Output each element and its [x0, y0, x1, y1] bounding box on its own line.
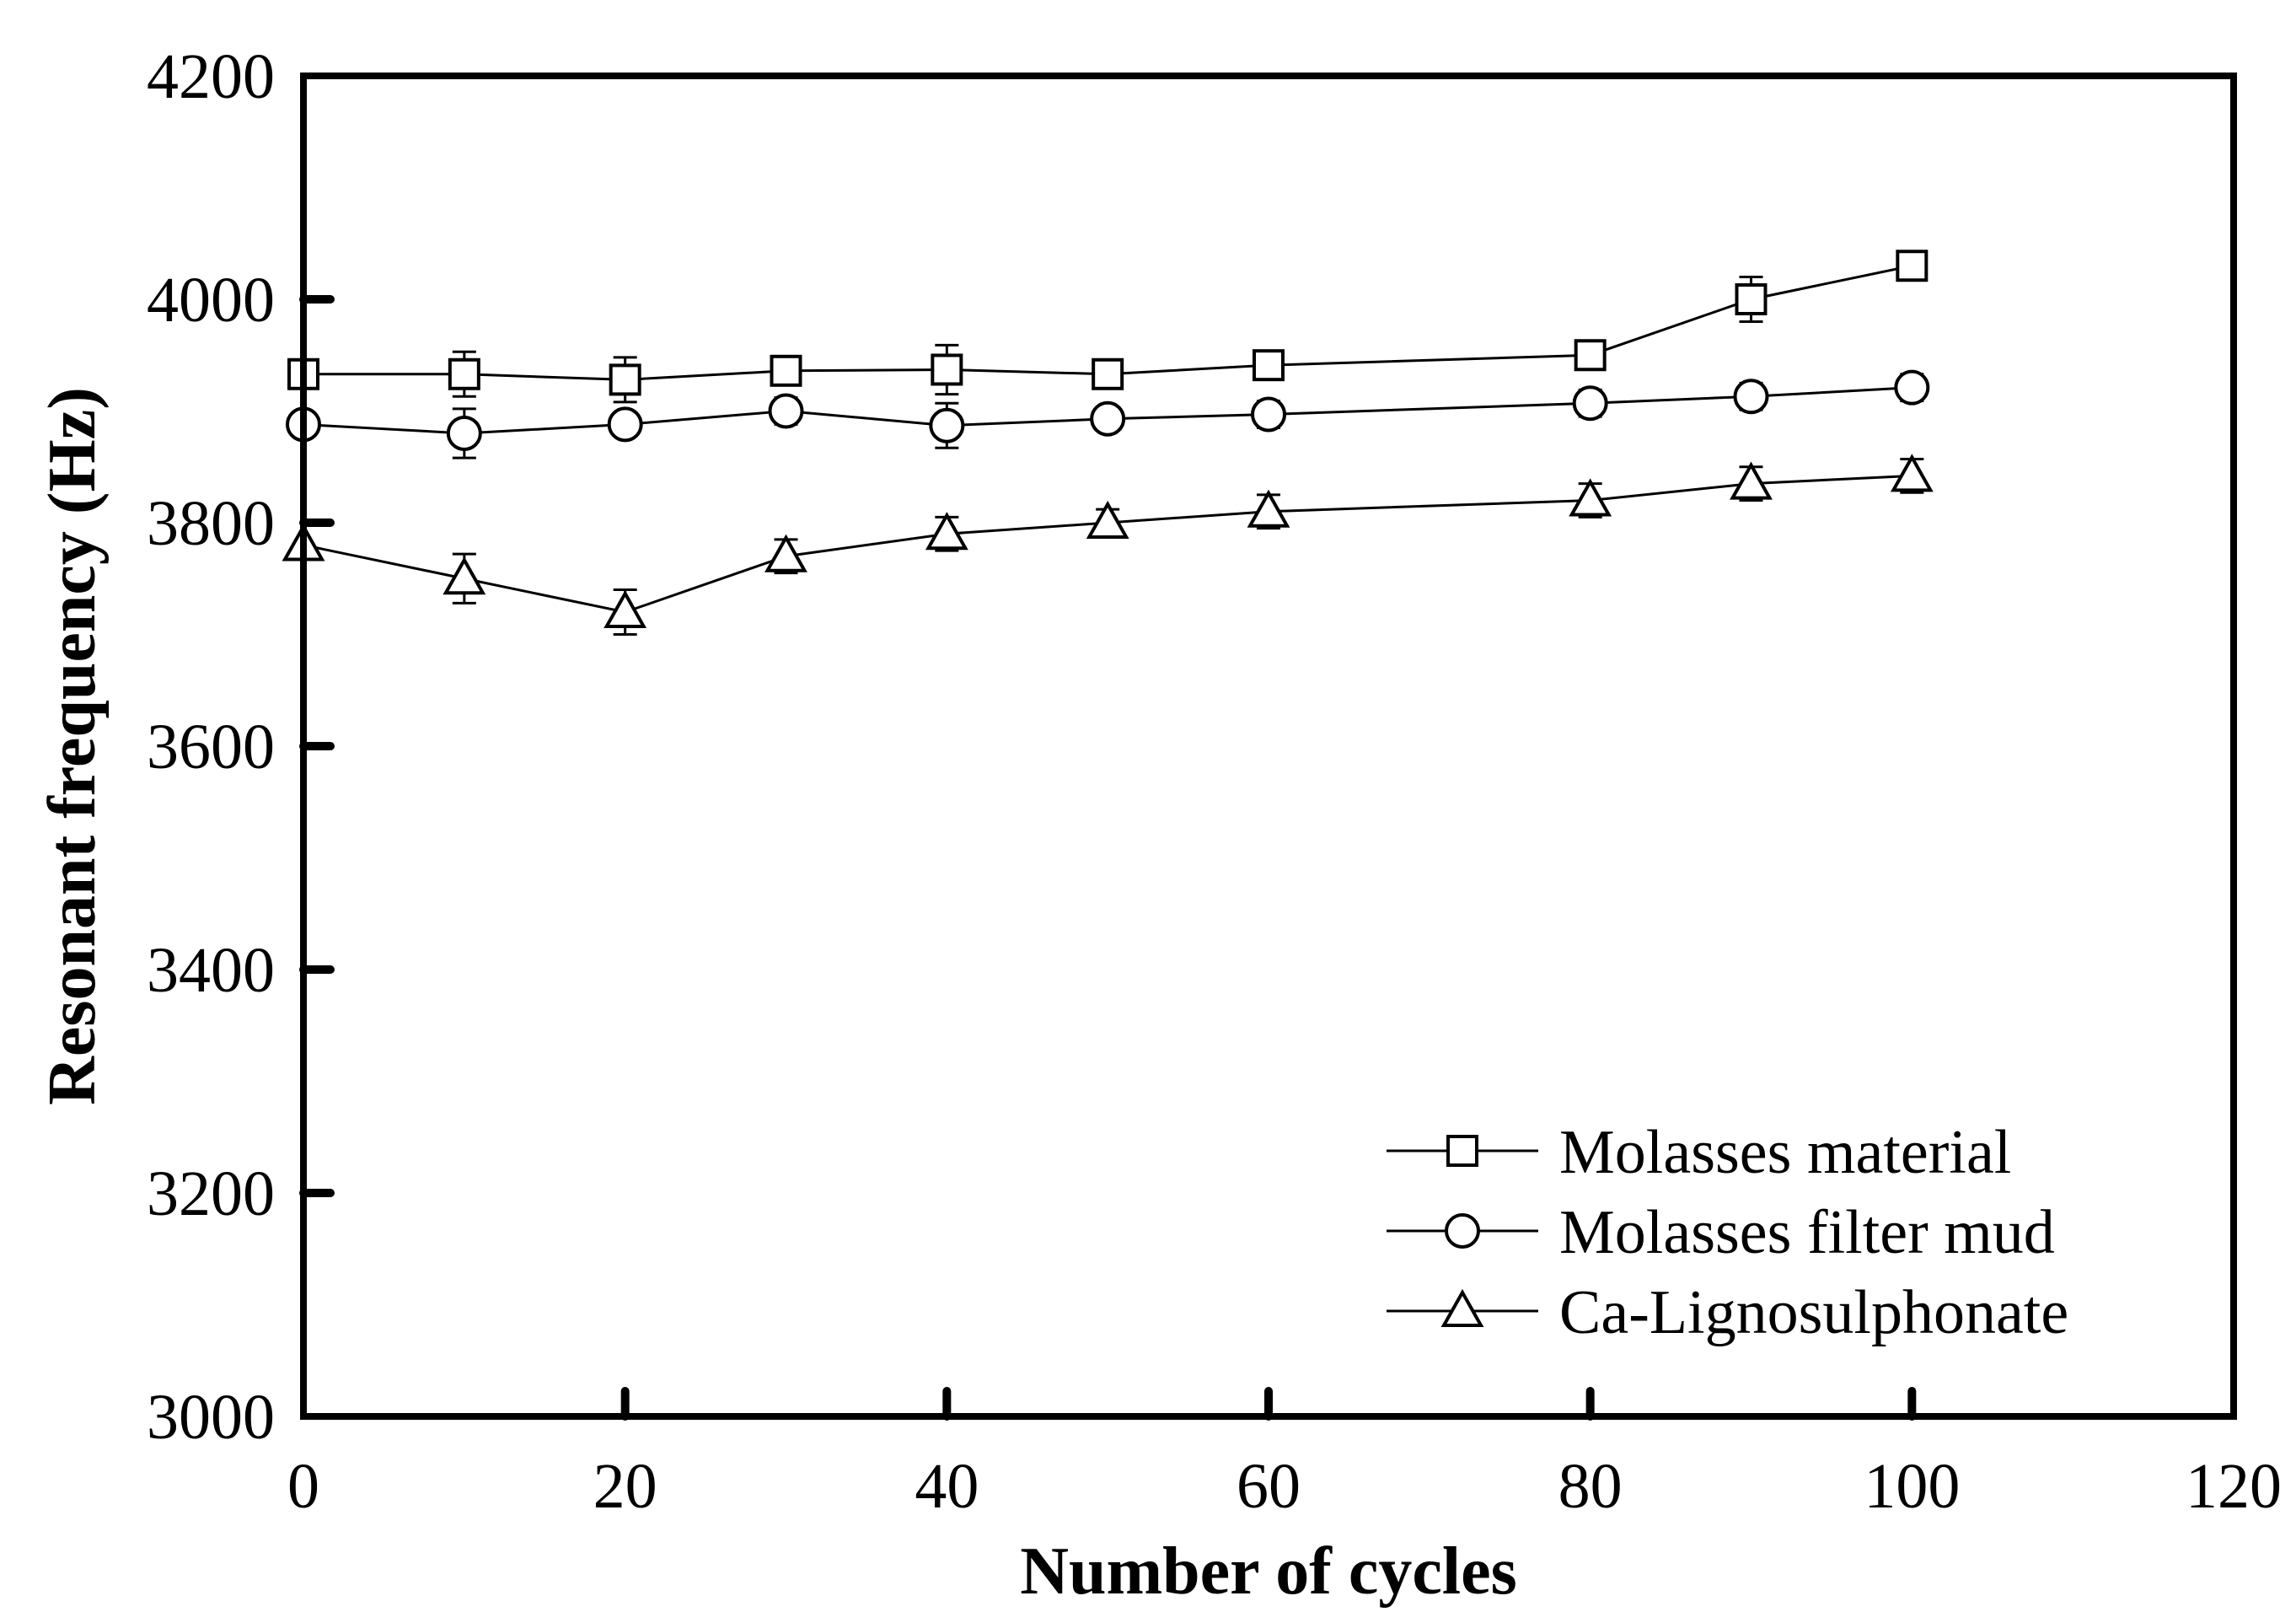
y-tick-label: 3800 — [147, 488, 275, 559]
data-point — [764, 534, 807, 572]
data-point — [1572, 385, 1608, 422]
legend-marker-triangle — [1440, 1288, 1484, 1327]
tick-labels: 0 20 40 60 80 100 120 3000 3200 3400 3600 3800 4000 4… — [147, 41, 2282, 1522]
data-point — [1894, 369, 1930, 406]
x-axis-title: Number of cycles — [1020, 1534, 1517, 1609]
legend-label: Ca-Lignosulphonate — [1559, 1278, 2068, 1347]
y-tick-label: 3400 — [147, 935, 275, 1006]
x-tick-label: 60 — [1237, 1451, 1301, 1522]
data-point — [1890, 454, 1934, 492]
y-tick-label: 4200 — [147, 41, 275, 112]
y-axis-title: Resonant frequency (Hz) — [35, 387, 110, 1105]
series-circle — [286, 369, 1930, 459]
data-point — [604, 589, 647, 628]
data-point — [1896, 250, 1929, 282]
legend-marker-circle — [1445, 1213, 1480, 1249]
data-point — [931, 353, 963, 386]
data-point — [929, 407, 965, 443]
x-tick-label: 40 — [915, 1451, 979, 1522]
series-line — [303, 264, 1912, 381]
data-point — [607, 406, 643, 443]
axis-ticks — [299, 295, 1917, 1421]
data-point — [768, 393, 804, 429]
legend-item: Molasses material — [1387, 1118, 2011, 1187]
data-point — [925, 512, 968, 551]
legend: Molasses material Molasses filter mud Ca-L… — [1387, 1118, 2068, 1347]
data-point — [1253, 349, 1285, 382]
data-point — [609, 363, 641, 396]
legend-item: Ca-Lignosulphonate — [1387, 1278, 2068, 1347]
x-tick-label: 100 — [1864, 1451, 1960, 1522]
data-point — [1730, 461, 1773, 500]
y-tick-label: 3600 — [147, 712, 275, 782]
data-point — [1733, 379, 1769, 415]
y-tick-label: 4000 — [147, 265, 275, 336]
series-line — [303, 386, 1912, 435]
data-point — [443, 556, 486, 595]
plot-frame — [300, 73, 2237, 1420]
y-tick-label: 3000 — [147, 1382, 275, 1453]
series-layer — [282, 250, 1934, 636]
series-line — [303, 474, 1912, 614]
data-point — [1086, 500, 1129, 539]
x-tick-label: 80 — [1558, 1451, 1623, 1522]
data-point — [448, 357, 480, 390]
data-point — [770, 354, 802, 387]
x-tick-label: 20 — [593, 1451, 657, 1522]
data-point — [1569, 478, 1612, 517]
legend-label: Molasses filter mud — [1559, 1198, 2055, 1267]
data-point — [1247, 489, 1290, 528]
x-tick-label: 0 — [287, 1451, 319, 1522]
data-point — [446, 416, 482, 451]
data-point — [1251, 396, 1286, 433]
data-point — [1574, 339, 1607, 372]
legend-marker-square — [1446, 1135, 1478, 1167]
data-point — [1090, 400, 1126, 437]
x-tick-label: 120 — [2186, 1451, 2282, 1522]
y-tick-label: 3200 — [147, 1158, 275, 1229]
data-point — [1735, 283, 1768, 315]
legend-label: Molasses material — [1559, 1118, 2011, 1187]
legend-item: Molasses filter mud — [1387, 1198, 2055, 1267]
data-point — [1092, 357, 1124, 390]
